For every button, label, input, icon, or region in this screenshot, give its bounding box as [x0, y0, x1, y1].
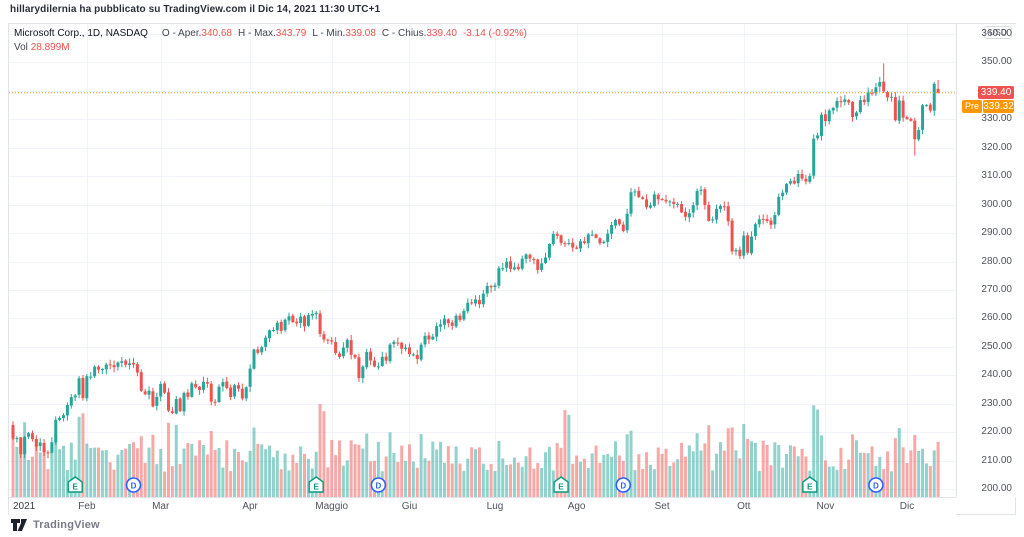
open-value: 340.68 [201, 28, 232, 39]
time-tick-month: Apr [242, 501, 258, 512]
low-label: L - Min. [312, 28, 346, 39]
time-tick-month: Lug [486, 501, 504, 512]
chart-container: E E E E D D D D Microsoft Corp., 1D, NASDAQ O - … [8, 23, 1016, 515]
change-value: -3.14 (-0.92%) [462, 28, 527, 39]
price-tick-label: 260.00 [981, 312, 1012, 324]
dividend-badge[interactable]: D [125, 477, 142, 493]
close-value: 339.40 [426, 28, 457, 39]
earnings-badge[interactable]: E [67, 476, 83, 493]
dividend-badge[interactable]: D [370, 477, 387, 493]
svg-text:D: D [131, 482, 137, 491]
symbol-title: Microsoft Corp., 1D, NASDAQ [14, 28, 148, 39]
price-tick-label: 250.00 [981, 340, 1012, 352]
price-tick-label: 240.00 [981, 369, 1012, 381]
time-tick-month: Set [654, 501, 670, 512]
attribution-text: hillarydilernia ha pubblicato su Trading… [10, 4, 381, 15]
time-tick-month: Maggio [315, 501, 349, 512]
price-tick-label: 280.00 [981, 255, 1012, 267]
volume-label: Vol [14, 42, 28, 53]
symbol-legend: Microsoft Corp., 1D, NASDAQ O - Aper.340.… [14, 27, 527, 55]
price-tick-label: 320.00 [981, 141, 1012, 153]
price-tick-label: 310.00 [981, 170, 1012, 182]
time-tick-month: Feb [78, 501, 96, 512]
price-tick-label: 360.00 [981, 28, 1012, 39]
earnings-badge[interactable]: E [308, 476, 324, 493]
svg-text:D: D [873, 482, 879, 491]
tradingview-attribution[interactable]: TradingView [10, 518, 100, 532]
volume-bars [11, 404, 940, 497]
earnings-badge[interactable]: E [553, 476, 569, 493]
premarket-price-row: Pre 339.32 [962, 99, 1014, 113]
price-tick-label: 270.00 [981, 283, 1012, 295]
time-tick-month: Giu [401, 501, 418, 512]
tradingview-logo-icon [11, 519, 27, 531]
time-tick-month: Ott [737, 501, 751, 512]
open-label: O - Aper. [161, 28, 202, 39]
svg-text:E: E [313, 482, 319, 492]
dividend-badge[interactable]: D [615, 477, 632, 493]
price-tick-label: 200.00 [981, 483, 1012, 494]
earnings-badge[interactable]: E [802, 476, 818, 493]
price-tick-label: 350.00 [981, 56, 1012, 68]
tradingview-brand: TradingView [33, 519, 100, 531]
svg-text:D: D [375, 482, 381, 491]
dividend-badge[interactable]: D [868, 477, 884, 493]
price-tick-label: 210.00 [981, 454, 1012, 466]
volume-value: 28.899M [30, 42, 70, 53]
high-value: 343.79 [275, 28, 307, 39]
time-axis[interactable]: 2021 Feb Mar Apr Maggio Giu Lug Ago Set Ott Nov Dic [9, 497, 956, 515]
svg-text:E: E [72, 482, 78, 492]
premarket-price-label: 339.32 [983, 99, 1014, 113]
currency-badge: USD [984, 26, 1012, 39]
time-tick-year: 2021 [13, 501, 36, 512]
low-value: 339.08 [345, 28, 376, 39]
price-tick-label: 230.00 [981, 397, 1012, 409]
price-tick-label: 330.00 [981, 113, 1012, 125]
last-price-label: 339.40 [978, 86, 1014, 100]
svg-text:D: D [620, 482, 626, 491]
price-tick-label: 220.00 [981, 426, 1012, 438]
time-tick-month: Dic [899, 501, 915, 512]
premarket-tag: Pre [962, 99, 983, 113]
price-tick-label: 290.00 [981, 227, 1012, 239]
close-label: C - Chius. [381, 28, 427, 39]
time-tick-month: Ago [567, 501, 586, 512]
time-tick-month: Mar [152, 501, 170, 512]
svg-text:E: E [807, 482, 813, 492]
svg-text:E: E [558, 482, 564, 492]
price-axis[interactable]: USD 339.40 Pre 339.32 360.00 350.00 330.00… [956, 24, 1016, 497]
time-tick-month: Nov [816, 501, 835, 512]
price-tick-label: 300.00 [981, 198, 1012, 210]
price-chart-pane[interactable]: E E E ED D D D [9, 24, 956, 497]
high-label: H - Max. [237, 28, 276, 39]
candles [11, 63, 940, 459]
